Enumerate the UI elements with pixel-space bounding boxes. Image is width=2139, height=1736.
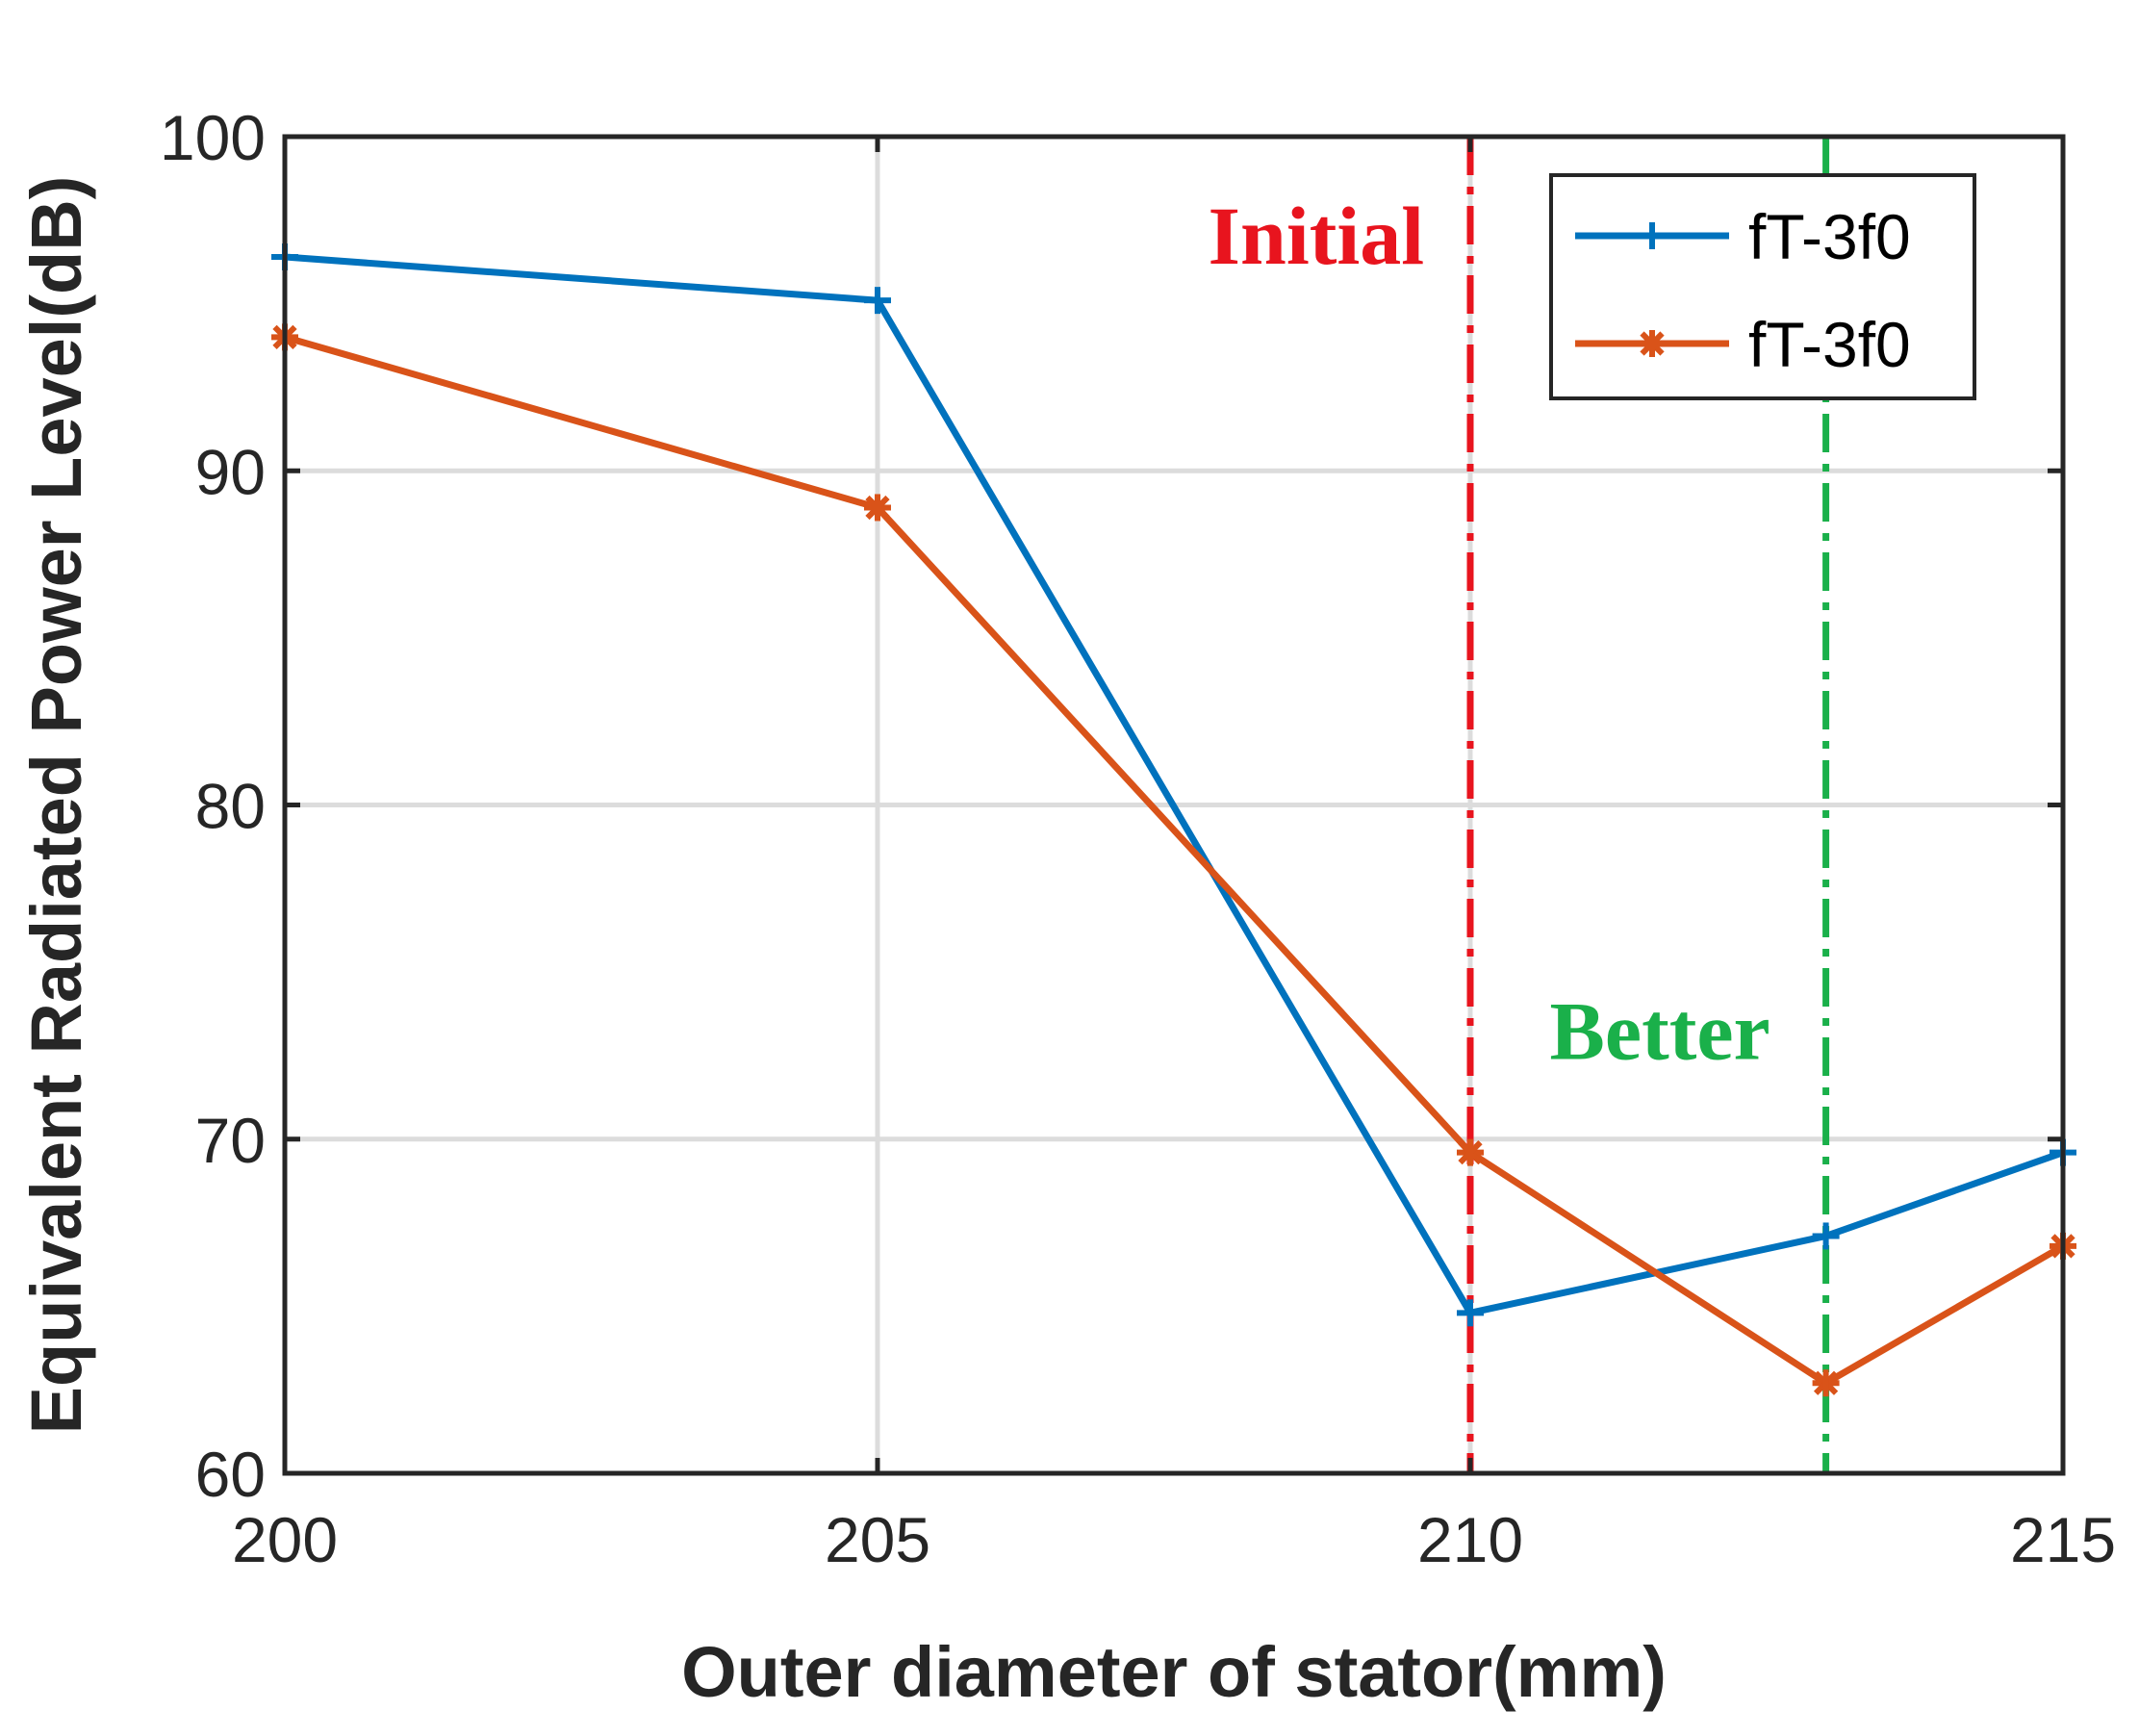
series-2-point-213 <box>1812 1369 1840 1397</box>
series-2-point-205 <box>864 494 891 522</box>
annotation-initial: Initial <box>1209 190 1425 282</box>
legend-marker-series-1 <box>1639 222 1666 249</box>
legend-label-series-2: fT-3f0 <box>1748 309 1911 380</box>
y-tick-label: 90 <box>195 436 266 507</box>
y-tick-label: 100 <box>160 102 266 173</box>
x-tick-label: 215 <box>2010 1504 2116 1575</box>
y-tick-label: 80 <box>195 771 266 842</box>
x-tick-label: 210 <box>1417 1504 1523 1575</box>
legend: fT-3f0 fT-3f0 <box>1549 173 1976 400</box>
x-tick-label: 200 <box>232 1504 338 1575</box>
y-axis-label: Equivalent Radiated Power Level(dB) <box>16 176 96 1435</box>
y-tick-label: 70 <box>195 1105 266 1176</box>
legend-box <box>1549 173 1976 400</box>
series-1-point-210 <box>1457 1299 1484 1327</box>
x-tick-label: 205 <box>825 1504 930 1575</box>
series-1-point-213 <box>1812 1222 1840 1250</box>
annotation-better: Better <box>1550 984 1770 1077</box>
series-line-2 <box>284 333 2065 1387</box>
y-tick-label: 60 <box>195 1439 266 1510</box>
legend-marker-series-2 <box>1639 330 1666 357</box>
legend-label-series-1: fT-3f0 <box>1748 201 1911 272</box>
series-1-point-205 <box>864 287 891 315</box>
axis-ticks: 200 205 210 215 60 70 80 90 100 <box>160 102 2116 1575</box>
x-axis-label: Outer diameter of stator(mm) <box>681 1632 1667 1712</box>
data-series <box>271 243 2076 1397</box>
series-2-point-210 <box>1457 1138 1484 1166</box>
